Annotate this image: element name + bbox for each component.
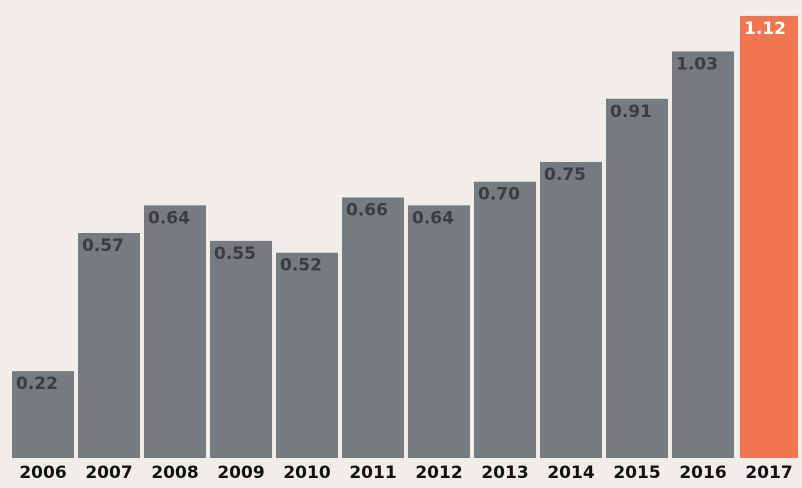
- x-tick-label-2010: 2010: [283, 463, 330, 483]
- x-axis-ticks: 2006 2007 2008 2009 2010 2011 2012 2013 2014 2015…: [19, 463, 792, 483]
- x-tick-label-2014: 2014: [547, 463, 594, 483]
- bar-2013: [474, 181, 536, 458]
- x-tick-label-2011: 2011: [349, 463, 396, 483]
- x-tick-label-2016: 2016: [679, 463, 726, 483]
- data-label-2010: 0.52: [280, 256, 322, 276]
- x-tick-label-2007: 2007: [85, 463, 132, 483]
- bar-2006: [12, 371, 74, 458]
- data-label-2007: 0.57: [82, 236, 124, 256]
- data-label-2013: 0.70: [478, 185, 520, 205]
- data-labels-group: 0.22 0.57 0.64 0.55 0.52 0.66 0.64 0.70 0.75 0.91…: [16, 19, 786, 394]
- data-label-2016: 1.03: [676, 54, 718, 74]
- x-tick-label-2006: 2006: [19, 463, 66, 483]
- x-tick-label-2015: 2015: [613, 463, 660, 483]
- bars-group: [12, 15, 798, 458]
- x-tick-label-2013: 2013: [481, 463, 528, 483]
- data-label-2012: 0.64: [412, 208, 454, 228]
- data-label-2014: 0.75: [544, 165, 586, 185]
- data-label-2015: 0.91: [610, 102, 652, 122]
- bar-2010: [276, 252, 338, 458]
- data-label-2006: 0.22: [16, 374, 58, 394]
- data-label-2008: 0.64: [148, 208, 190, 228]
- data-label-2011: 0.66: [346, 200, 388, 220]
- bar-2014: [540, 161, 602, 458]
- bar-2017: [740, 15, 798, 458]
- x-tick-label-2008: 2008: [151, 463, 198, 483]
- bar-2016: [672, 51, 734, 458]
- bar-2007: [78, 233, 140, 458]
- bar-2011: [342, 197, 404, 458]
- bar-2008: [144, 205, 206, 458]
- bar-2009: [210, 240, 272, 458]
- bar-2012: [408, 205, 470, 458]
- x-tick-label-2012: 2012: [415, 463, 462, 483]
- data-label-2017: 1.12: [744, 19, 786, 39]
- data-label-2009: 0.55: [214, 244, 256, 264]
- x-tick-label-2009: 2009: [217, 463, 264, 483]
- x-tick-label-2017: 2017: [745, 463, 792, 483]
- bar-2015: [606, 98, 668, 458]
